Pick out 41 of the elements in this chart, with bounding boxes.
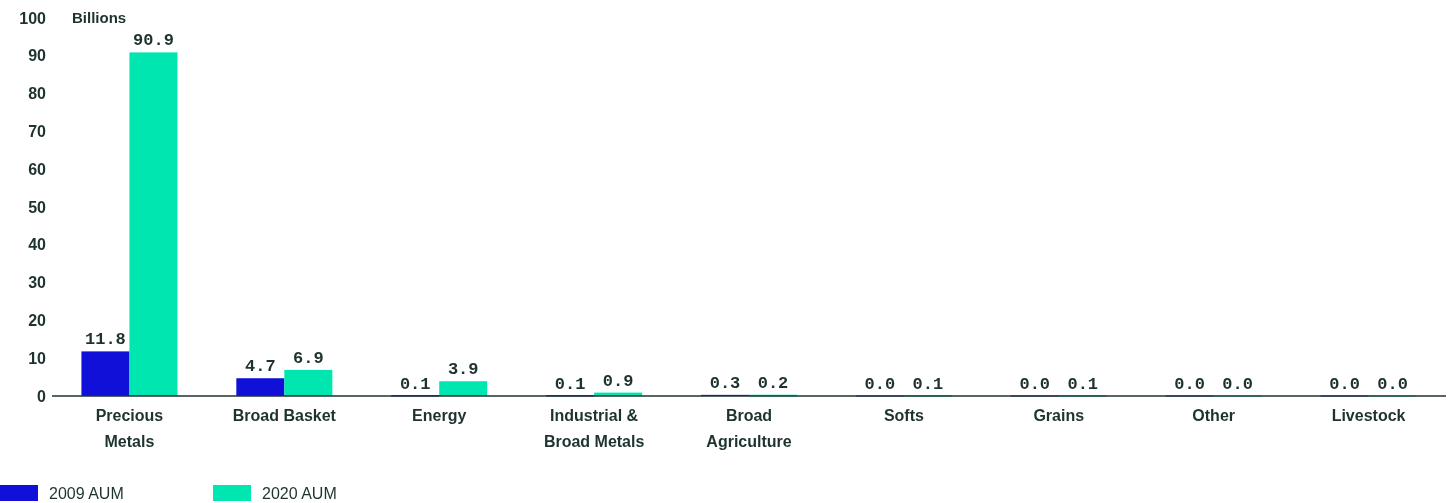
x-tick-label: Precious Metals: [95, 407, 164, 450]
data-label: 0.1: [399, 374, 431, 394]
y-tick-label: 10: [28, 349, 47, 367]
x-tick-label: Grains: [1033, 407, 1085, 424]
data-label: 0.0: [1222, 375, 1253, 394]
x-tick-label: Other: [1192, 407, 1235, 424]
y-axis-title: Billions: [72, 9, 127, 27]
x-tick-label: Industrial & Broad Metals: [543, 407, 645, 450]
x-tick-label: Energy: [412, 407, 467, 424]
y-tick-label: 50: [28, 198, 47, 216]
x-tick-label: Livestock: [1331, 407, 1406, 424]
data-label: 3.9: [447, 360, 479, 380]
y-tick-label: 100: [19, 9, 47, 27]
x-tick-label: Softs: [883, 407, 924, 424]
data-label: 6.9: [293, 348, 324, 368]
data-label: 0.0: [1329, 375, 1360, 394]
data-label: 0.0: [1174, 375, 1205, 394]
data-label: 0.1: [554, 374, 586, 394]
data-label: 0.1: [1067, 374, 1099, 394]
y-tick-label: 80: [28, 85, 47, 103]
data-label: 0.0: [1377, 375, 1408, 394]
x-tick-label: Broad Basket: [232, 407, 337, 424]
y-tick-label: 40: [28, 236, 47, 254]
y-tick-label: 20: [28, 312, 47, 329]
x-tick-label: Broad Agriculture: [706, 407, 792, 450]
data-label: 90.9: [133, 31, 174, 51]
y-tick-label: 90: [28, 47, 47, 65]
y-tick-label: 0: [37, 387, 47, 405]
y-tick-label: 60: [28, 160, 47, 178]
y-tick-label: 30: [28, 274, 47, 292]
data-label: 0.0: [1019, 375, 1051, 394]
y-tick-label: 70: [28, 123, 47, 140]
data-label: 0.3: [709, 373, 741, 393]
data-label: 4.7: [245, 357, 276, 377]
data-label: 0.1: [912, 374, 944, 394]
data-label: 11.8: [85, 330, 126, 350]
data-label: 0.2: [757, 374, 789, 394]
data-label: 0.9: [602, 371, 634, 391]
legend-label: 2020 AUM: [262, 484, 337, 502]
data-label: 0.0: [864, 375, 896, 394]
legend-label: 2009 AUM: [49, 484, 124, 502]
